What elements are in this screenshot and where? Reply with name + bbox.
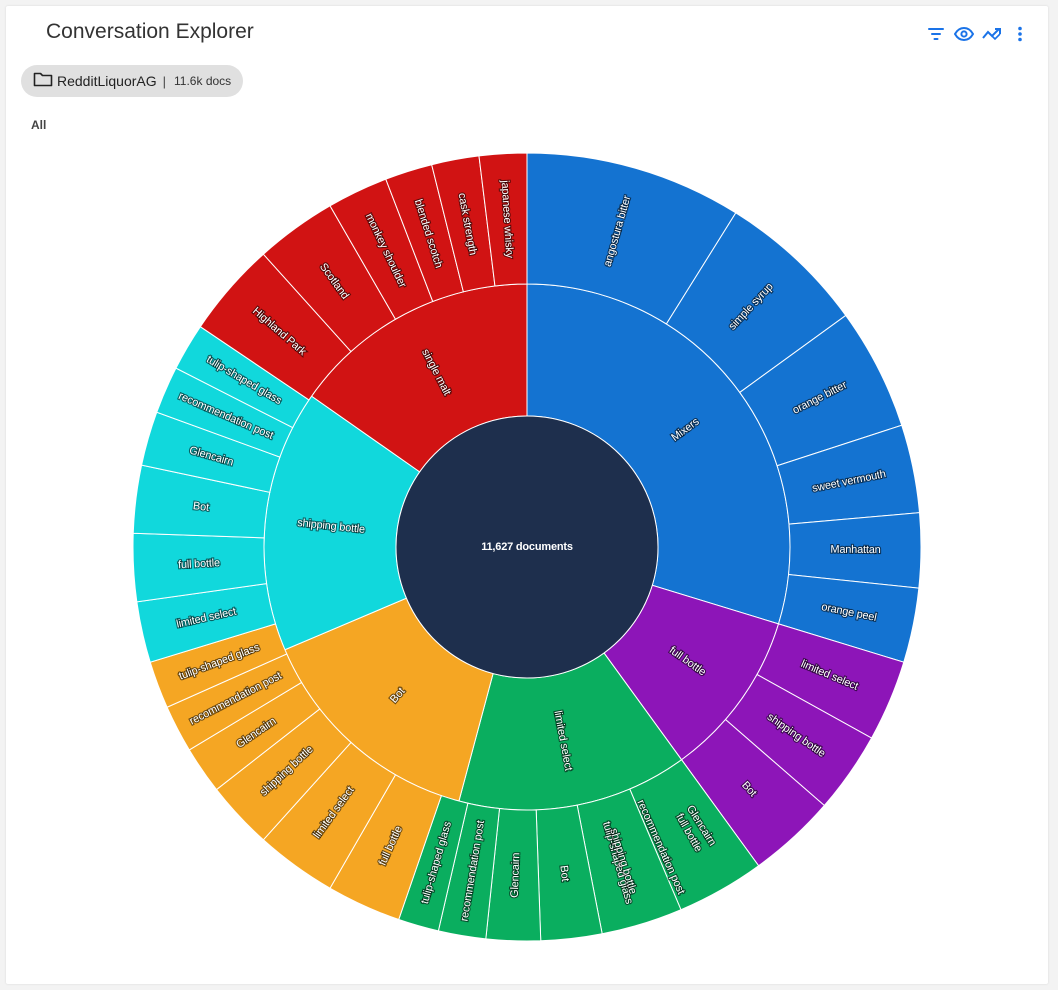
chip-separator: | bbox=[162, 73, 167, 89]
folder-icon bbox=[33, 71, 53, 92]
page-title: Conversation Explorer bbox=[46, 20, 254, 43]
sunburst-center[interactable] bbox=[395, 415, 659, 679]
dataset-doc-count: 11.6k docs bbox=[174, 74, 232, 88]
trend-icon[interactable] bbox=[982, 24, 1002, 44]
filter-icon[interactable] bbox=[926, 24, 946, 44]
toolbar bbox=[926, 24, 1030, 44]
eye-icon[interactable] bbox=[954, 24, 974, 44]
explorer-card: 11,627 documents Mixers full bottle limited… bbox=[6, 6, 1048, 984]
sunburst-subsegment-japanese-whisky[interactable] bbox=[478, 152, 528, 287]
more-vert-icon[interactable] bbox=[1010, 24, 1030, 44]
breadcrumb[interactable]: All bbox=[31, 118, 47, 132]
dataset-chip[interactable]: RedditLiquorAG | 11.6k docs bbox=[21, 65, 244, 97]
dataset-name: RedditLiquorAG bbox=[57, 73, 157, 89]
